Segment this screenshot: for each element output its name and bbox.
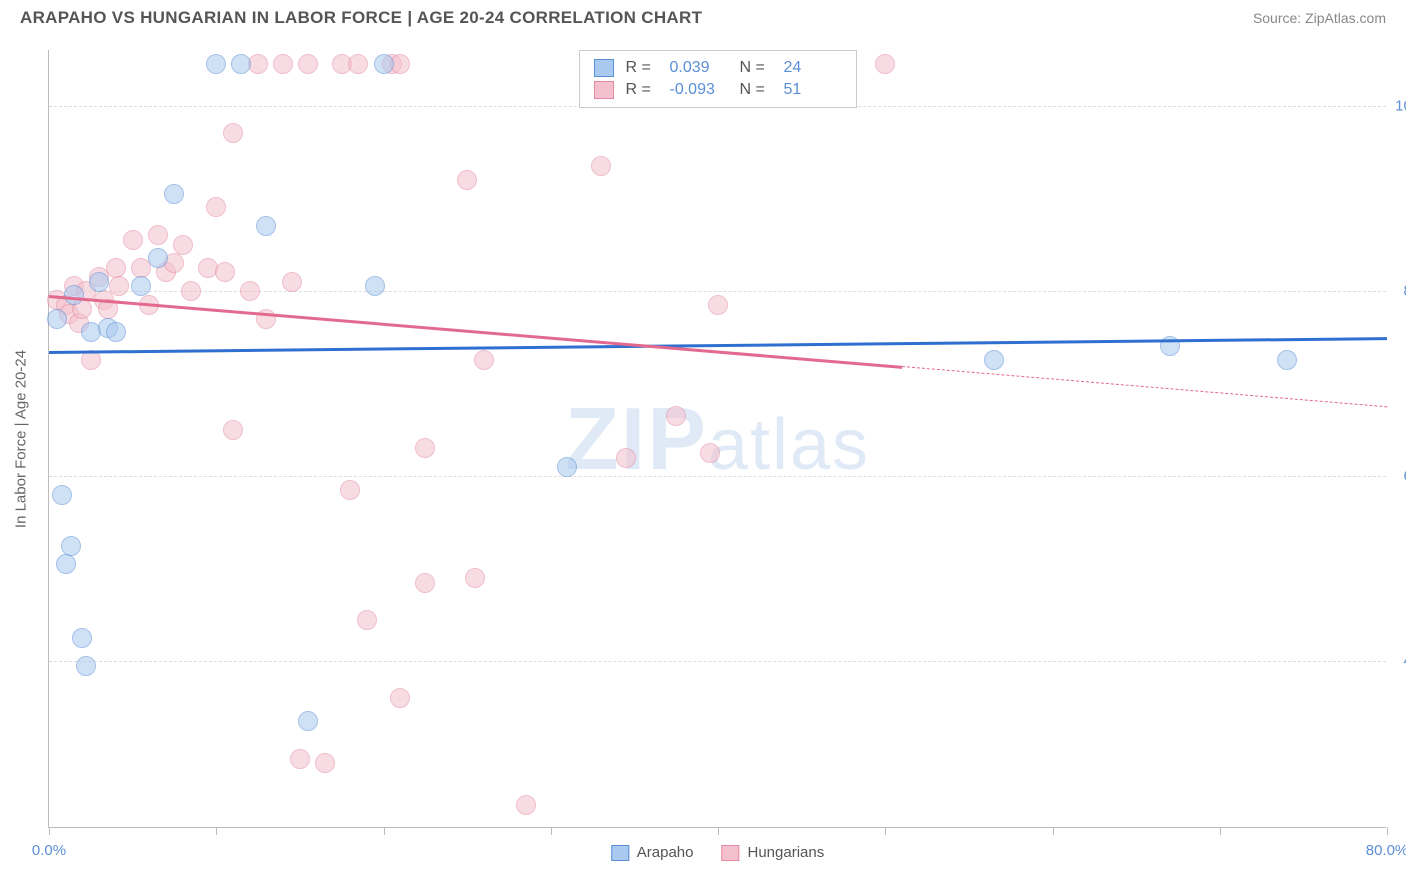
data-point (56, 554, 76, 574)
data-point (173, 235, 193, 255)
legend-r-value: -0.093 (670, 81, 728, 99)
x-tick (1387, 827, 1388, 835)
data-point (666, 406, 686, 426)
data-point (465, 568, 485, 588)
watermark: ZIPatlas (565, 388, 870, 490)
legend-label: Arapaho (637, 844, 694, 861)
data-point (357, 610, 377, 630)
legend-r-label: R = (626, 59, 658, 77)
legend-stats: R = 0.039 N = 24 R = -0.093 N = 51 (579, 50, 857, 108)
data-point (148, 248, 168, 268)
legend-n-label: N = (740, 59, 772, 77)
legend-n-value: 51 (784, 81, 842, 99)
y-tick-label: 40.0% (1391, 653, 1406, 670)
legend-r-label: R = (626, 81, 658, 99)
data-point (206, 54, 226, 74)
x-tick (885, 827, 886, 835)
data-point (47, 309, 67, 329)
data-point (164, 184, 184, 204)
data-point (557, 457, 577, 477)
legend-item: Arapaho (611, 844, 694, 861)
data-point (708, 295, 728, 315)
data-point (206, 197, 226, 217)
chart-source: Source: ZipAtlas.com (1253, 10, 1386, 26)
chart-header: ARAPAHO VS HUNGARIAN IN LABOR FORCE | AG… (0, 0, 1406, 40)
data-point (64, 285, 84, 305)
data-point (148, 225, 168, 245)
data-point (415, 438, 435, 458)
legend-swatch (722, 845, 740, 861)
data-point (700, 443, 720, 463)
data-point (61, 536, 81, 556)
data-point (223, 420, 243, 440)
data-point (72, 628, 92, 648)
data-point (240, 281, 260, 301)
data-point (616, 448, 636, 468)
data-point (315, 753, 335, 773)
data-point (106, 322, 126, 342)
data-point (374, 54, 394, 74)
x-tick (718, 827, 719, 835)
data-point (474, 350, 494, 370)
legend-item: Hungarians (722, 844, 825, 861)
data-point (390, 688, 410, 708)
data-point (109, 276, 129, 296)
y-tick-label: 100.0% (1391, 97, 1406, 114)
y-tick-label: 60.0% (1391, 468, 1406, 485)
legend-swatch (611, 845, 629, 861)
x-tick (1053, 827, 1054, 835)
x-tick-label: 0.0% (32, 842, 66, 859)
data-point (231, 54, 251, 74)
data-point (181, 281, 201, 301)
y-axis-label: In Labor Force | Age 20-24 (13, 349, 30, 527)
data-point (290, 749, 310, 769)
trend-line (902, 366, 1387, 407)
data-point (298, 54, 318, 74)
data-point (273, 54, 293, 74)
data-point (89, 272, 109, 292)
data-point (52, 485, 72, 505)
legend-r-value: 0.039 (670, 59, 728, 77)
gridline (49, 476, 1386, 477)
correlation-chart: In Labor Force | Age 20-24 ZIPatlas 40.0… (48, 50, 1386, 828)
x-tick (1220, 827, 1221, 835)
data-point (984, 350, 1004, 370)
data-point (457, 170, 477, 190)
y-tick-label: 80.0% (1391, 282, 1406, 299)
x-tick-label: 80.0% (1366, 842, 1406, 859)
legend-n-label: N = (740, 81, 772, 99)
data-point (415, 573, 435, 593)
data-point (76, 656, 96, 676)
data-point (875, 54, 895, 74)
chart-title: ARAPAHO VS HUNGARIAN IN LABOR FORCE | AG… (20, 8, 702, 28)
data-point (256, 216, 276, 236)
x-tick (49, 827, 50, 835)
x-tick (551, 827, 552, 835)
data-point (365, 276, 385, 296)
data-point (298, 711, 318, 731)
legend-row: R = 0.039 N = 24 (594, 57, 842, 79)
gridline (49, 661, 1386, 662)
data-point (123, 230, 143, 250)
data-point (1277, 350, 1297, 370)
data-point (340, 480, 360, 500)
data-point (516, 795, 536, 815)
legend-series: Arapaho Hungarians (611, 844, 824, 861)
data-point (282, 272, 302, 292)
x-tick (384, 827, 385, 835)
data-point (348, 54, 368, 74)
legend-label: Hungarians (748, 844, 825, 861)
data-point (131, 276, 151, 296)
legend-swatch (594, 81, 614, 99)
data-point (223, 123, 243, 143)
data-point (591, 156, 611, 176)
data-point (106, 258, 126, 278)
legend-row: R = -0.093 N = 51 (594, 79, 842, 101)
legend-swatch (594, 59, 614, 77)
legend-n-value: 24 (784, 59, 842, 77)
x-tick (216, 827, 217, 835)
data-point (215, 262, 235, 282)
